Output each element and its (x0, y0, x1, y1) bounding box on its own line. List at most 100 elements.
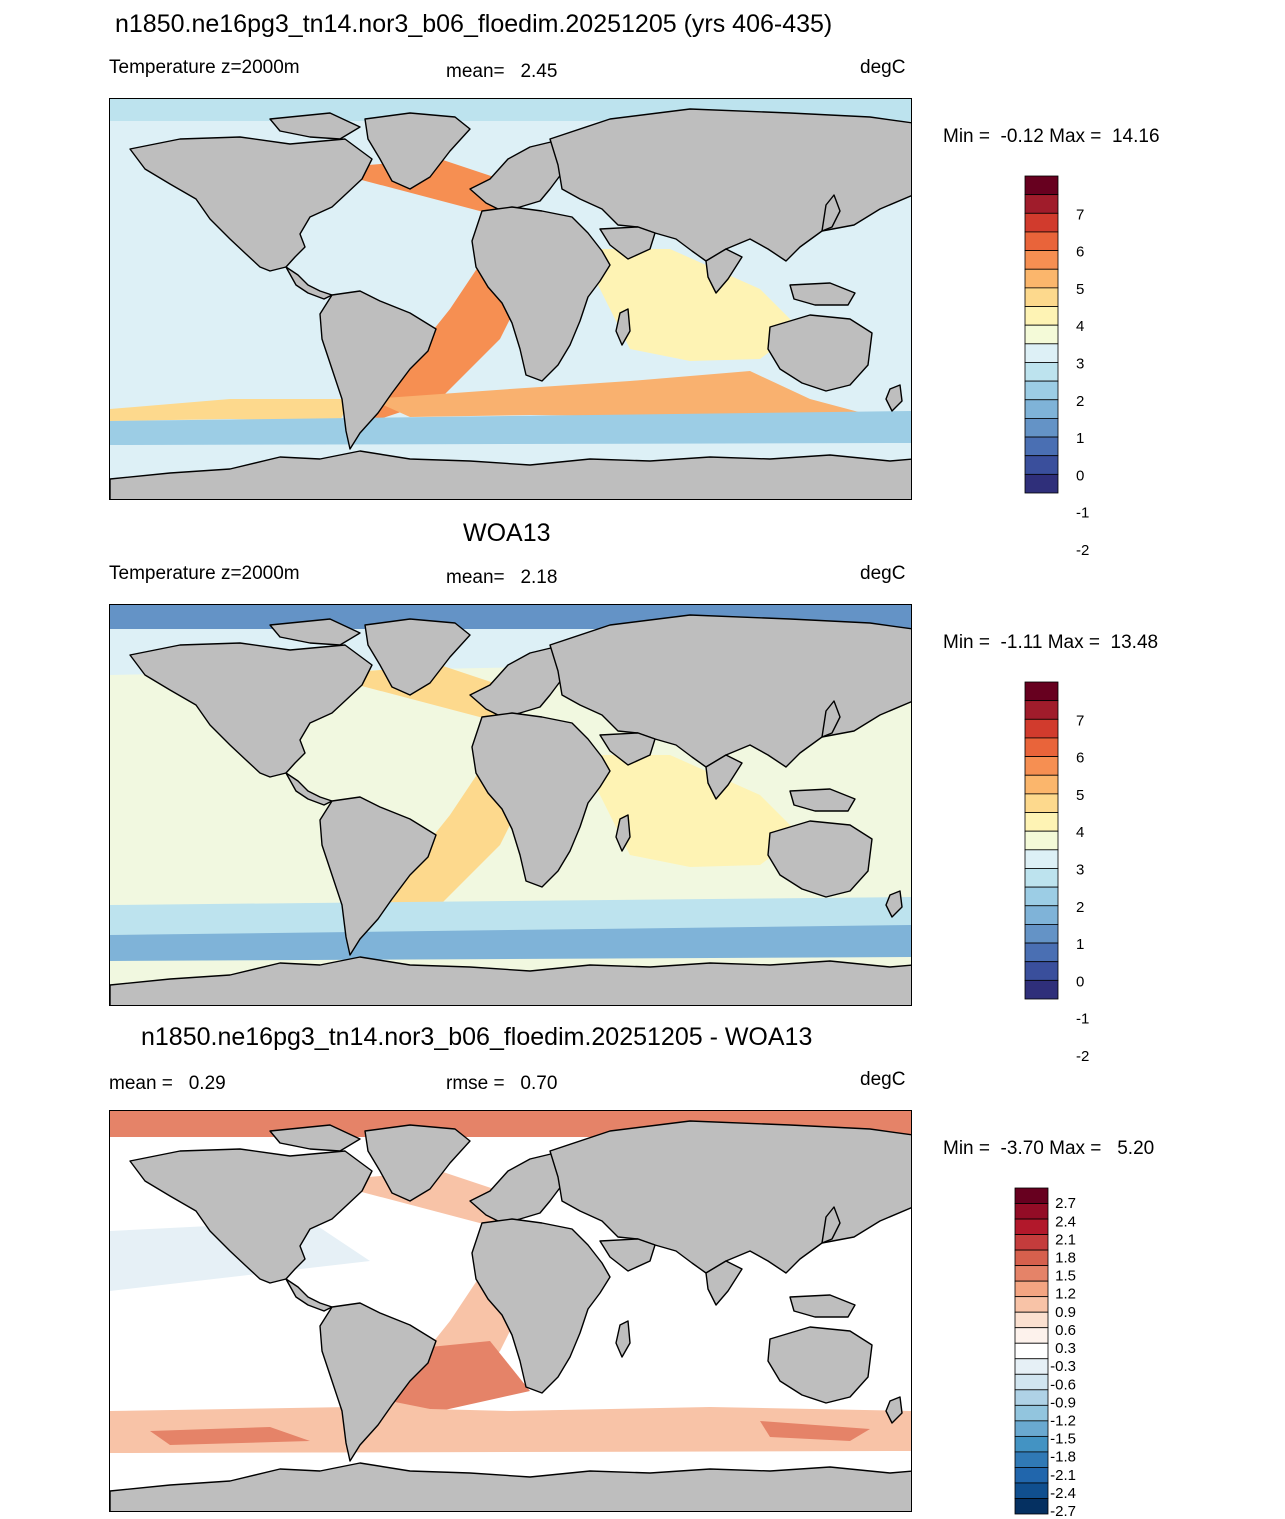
colorbar-tick-label: 2 (1076, 899, 1084, 916)
units-label: degC (860, 57, 906, 78)
land-africa (471, 206, 611, 382)
land-arabia (599, 732, 656, 766)
land-arcticIsl (269, 1124, 361, 1152)
colorbar-swatch (1024, 436, 1059, 457)
colorbar: 7 6 5 4 3 2 1 0 -1 -2 (1024, 175, 1115, 559)
land-madagascar (615, 814, 631, 852)
colorbar-swatch (1014, 1218, 1049, 1235)
land-antarctica (110, 450, 911, 499)
land-greenland (364, 618, 471, 696)
colorbar-swatch (1024, 979, 1059, 1000)
colorbar-swatch (1024, 268, 1059, 289)
panel-title: WOA13 (463, 519, 551, 547)
colorbar-tick-label: -0.6 (1050, 1376, 1076, 1393)
land-india (705, 1260, 743, 1306)
colorbar-swatch (1024, 287, 1059, 307)
colorbar-swatch (1024, 362, 1059, 382)
land-seAsiaIsl (789, 788, 856, 812)
land-madagascar (615, 308, 631, 346)
mean-label: mean= 2.18 (446, 567, 558, 588)
colorbar-tick-label: 7 (1076, 206, 1084, 223)
variable-label: Temperature z=2000m (109, 57, 300, 78)
colorbar-tick-label: 0 (1076, 467, 1084, 484)
min-max-label: Min = -0.12 Max = 14.16 (943, 126, 1160, 147)
map-canvas (110, 605, 911, 1005)
land-northAmerica (129, 136, 373, 272)
land-greenland (364, 1124, 471, 1202)
colorbar-swatch (1024, 718, 1059, 739)
colorbar-tick-label: 7 (1076, 712, 1084, 729)
colorbar-swatch (1014, 1435, 1049, 1453)
land-arabia (599, 1238, 656, 1272)
colorbar-swatch (1014, 1249, 1049, 1267)
colorbar-swatch (1024, 175, 1059, 196)
land-northAmerica (129, 642, 373, 778)
colorbar-tick-label: 3 (1076, 355, 1084, 372)
colorbar-swatch (1024, 886, 1059, 907)
land-africa (471, 712, 611, 888)
land-asia (549, 614, 911, 768)
units-label: degC (860, 1069, 906, 1090)
colorbar-swatch (1024, 756, 1059, 776)
colorbar-swatch (1014, 1482, 1049, 1499)
colorbar-swatch (1024, 380, 1059, 401)
land-asia (549, 108, 911, 262)
land-india (705, 754, 743, 800)
colorbar-swatch (1014, 1498, 1049, 1515)
mean-label: mean= 2.45 (446, 61, 558, 82)
variable-label: Temperature z=2000m (109, 563, 300, 584)
colorbar-tick-label: 4 (1076, 318, 1084, 335)
land-australia (767, 820, 873, 898)
colorbar: 7 6 5 4 3 2 1 0 -1 -2 (1024, 681, 1115, 1065)
land-greenland (364, 112, 471, 190)
land-seAsiaIsl (789, 1294, 856, 1318)
colorbar-swatch (1014, 1420, 1049, 1437)
ocean-field-5 (110, 411, 911, 445)
ocean-field-5 (110, 925, 911, 961)
land-japan (821, 194, 841, 232)
colorbar-tick-label: 1.8 (1055, 1250, 1076, 1267)
colorbar-tick-label: 1.5 (1055, 1268, 1076, 1285)
colorbar-tick-label: -2 (1076, 542, 1089, 559)
min-max-label: Min = -3.70 Max = 5.20 (943, 1138, 1155, 1159)
colorbar-swatch (1024, 793, 1059, 813)
colorbar-tick-label: -1.5 (1050, 1431, 1076, 1448)
colorbar-tick-label: -1 (1076, 1011, 1089, 1028)
world-map (109, 1110, 912, 1512)
colorbar-swatch (1014, 1265, 1049, 1282)
colorbar-swatch (1014, 1296, 1049, 1313)
colorbar-tick-label: 0.6 (1055, 1322, 1076, 1339)
land-southAmerica (319, 1302, 437, 1462)
panel-title: n1850.ne16pg3_tn14.nor3_b06_floedim.2025… (115, 10, 833, 38)
colorbar-swatch (1024, 812, 1059, 832)
land-japan (821, 700, 841, 738)
colorbar-swatch (1014, 1311, 1049, 1329)
colorbar-tick-label: 0.3 (1055, 1340, 1076, 1357)
world-map (109, 98, 912, 500)
colorbar-svg: 7 6 5 4 3 2 1 0 -1 -2 (1024, 681, 1089, 1065)
colorbar-tick-label: 2 (1076, 393, 1084, 410)
ocean-field-3 (580, 755, 800, 867)
land-australia (767, 314, 873, 392)
colorbar-swatch (1024, 212, 1059, 233)
ocean-field-1 (320, 159, 530, 429)
land-antarctica (110, 956, 911, 1005)
world-map (109, 604, 912, 1006)
colorbar-tick-label: 5 (1076, 281, 1084, 298)
land-southAmerica (319, 290, 437, 450)
colorbar-swatch (1014, 1203, 1049, 1220)
land-madagascar (615, 1320, 631, 1358)
land-seAsiaIsl (789, 282, 856, 306)
colorbar-swatch (1024, 418, 1059, 438)
min-max-label: Min = -1.11 Max = 13.48 (943, 632, 1159, 653)
colorbar-swatch (1024, 830, 1059, 851)
colorbar-tick-label: 1 (1076, 430, 1084, 447)
colorbar-swatch (1024, 737, 1059, 757)
colorbar-tick-label: 6 (1076, 244, 1084, 261)
colorbar-tick-label: 2.1 (1055, 1231, 1076, 1248)
colorbar-swatch (1024, 306, 1059, 326)
colorbar-tick-label: 0.9 (1055, 1304, 1076, 1321)
colorbar-tick-label: 6 (1076, 750, 1084, 767)
land-asia (549, 1120, 911, 1274)
colorbar-swatch (1024, 868, 1059, 888)
